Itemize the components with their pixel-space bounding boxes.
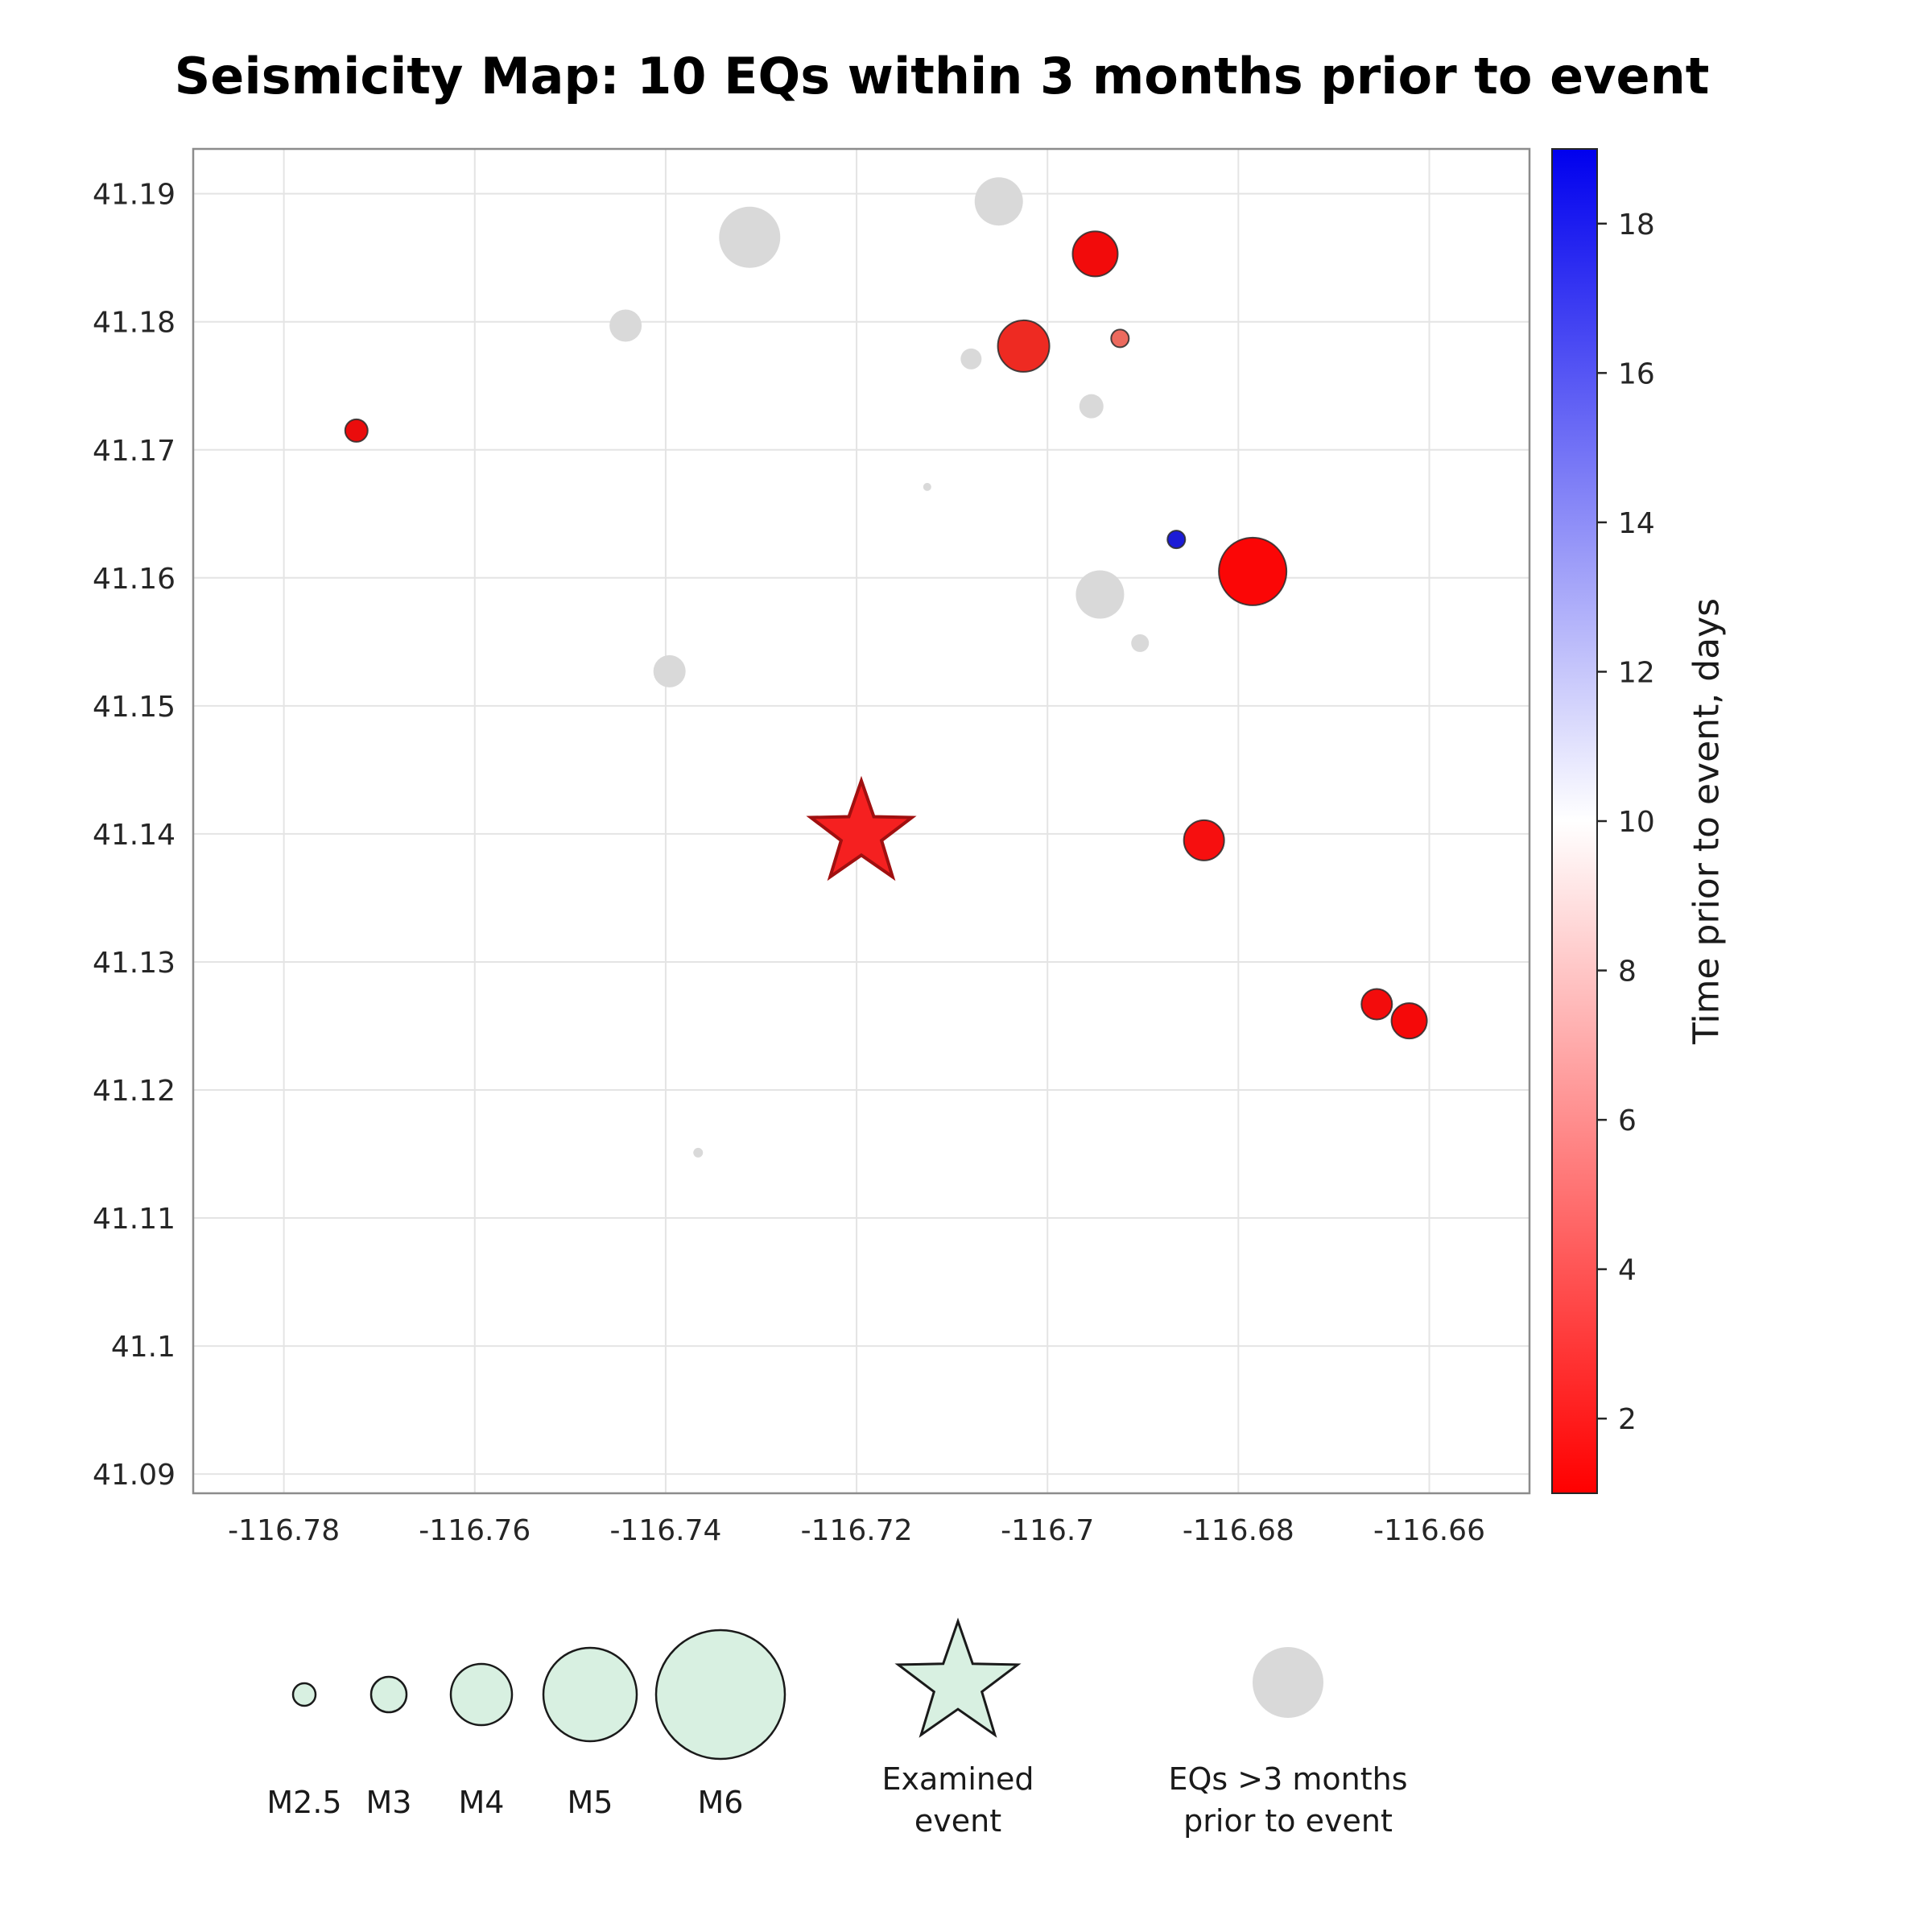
recent-eq-marker bbox=[1110, 328, 1130, 349]
y-tick-label: 41.17 bbox=[93, 435, 175, 468]
magnitude-legend-circle bbox=[449, 1662, 514, 1727]
old-eq-marker bbox=[1131, 634, 1150, 652]
magnitude-legend-label: M2.5 bbox=[266, 1785, 341, 1820]
recent-eq-marker bbox=[1183, 819, 1225, 861]
x-tick-label: -116.74 bbox=[609, 1514, 721, 1547]
old-eq-marker bbox=[974, 177, 1023, 226]
old-eq-marker bbox=[1075, 570, 1125, 619]
recent-eq-marker bbox=[1390, 1002, 1428, 1040]
old-eq-marker bbox=[923, 482, 931, 491]
old-eq-marker bbox=[1079, 394, 1104, 419]
legend-examined-event-label-line1: Examined bbox=[881, 1761, 1034, 1797]
colorbar-tick-label: 16 bbox=[1618, 357, 1655, 390]
colorbar-tick-label: 12 bbox=[1618, 656, 1655, 689]
x-tick-label: -116.68 bbox=[1183, 1514, 1294, 1547]
old-eq-marker bbox=[960, 348, 982, 369]
colorbar bbox=[1551, 148, 1598, 1494]
x-tick-label: -116.76 bbox=[419, 1514, 530, 1547]
recent-eq-marker bbox=[1166, 530, 1187, 550]
x-tick-label: -116.78 bbox=[228, 1514, 340, 1547]
recent-eq-marker bbox=[1360, 988, 1393, 1021]
examined-event-star bbox=[806, 775, 917, 881]
recent-eq-marker bbox=[1071, 230, 1119, 278]
colorbar-tick-label: 18 bbox=[1618, 208, 1655, 242]
chart-title: Seismicity Map: 10 EQs within 3 months p… bbox=[174, 47, 1710, 105]
legend-examined-event-star bbox=[894, 1617, 1022, 1738]
magnitude-legend-circle bbox=[291, 1682, 317, 1707]
old-eq-marker bbox=[693, 1147, 704, 1158]
y-tick-label: 41.11 bbox=[93, 1203, 175, 1236]
colorbar-tick-label: 4 bbox=[1618, 1254, 1637, 1287]
old-eq-marker bbox=[719, 206, 781, 268]
recent-eq-marker bbox=[1218, 536, 1288, 606]
legend-examined-event-label-line2: event bbox=[914, 1803, 1002, 1839]
colorbar-tick-label: 14 bbox=[1618, 507, 1655, 540]
colorbar-tick-label: 2 bbox=[1618, 1403, 1637, 1436]
plot-border bbox=[192, 147, 1531, 1495]
y-tick-label: 41.09 bbox=[93, 1459, 175, 1492]
colorbar-axis-label: Time prior to event, days bbox=[1686, 597, 1728, 1045]
colorbar-tick-label: 10 bbox=[1618, 806, 1655, 839]
old-eq-marker bbox=[653, 654, 686, 687]
y-tick-label: 41.19 bbox=[93, 179, 175, 212]
magnitude-legend-circle bbox=[654, 1629, 786, 1761]
legend-old-eqs-label-line1: EQs >3 months bbox=[1168, 1761, 1408, 1797]
colorbar-tick-label: 6 bbox=[1618, 1104, 1637, 1137]
y-tick-label: 41.13 bbox=[93, 947, 175, 980]
magnitude-legend-label: M5 bbox=[568, 1785, 613, 1820]
magnitude-legend-label: M3 bbox=[366, 1785, 412, 1820]
x-tick-label: -116.72 bbox=[801, 1514, 913, 1547]
legend-old-eq-circle bbox=[1253, 1647, 1323, 1718]
y-tick-label: 41.16 bbox=[93, 563, 175, 596]
magnitude-legend-circle bbox=[542, 1646, 638, 1743]
y-tick-label: 41.12 bbox=[93, 1075, 175, 1108]
recent-eq-marker bbox=[997, 319, 1051, 373]
y-tick-label: 41.18 bbox=[93, 307, 175, 340]
magnitude-legend-label: M6 bbox=[698, 1785, 744, 1820]
y-tick-label: 41.15 bbox=[93, 691, 175, 724]
y-tick-label: 41.14 bbox=[93, 819, 175, 852]
recent-eq-marker bbox=[344, 418, 369, 443]
magnitude-legend-label: M4 bbox=[459, 1785, 505, 1820]
legend-old-eqs-label-line2: prior to event bbox=[1183, 1803, 1393, 1839]
x-tick-label: -116.66 bbox=[1373, 1514, 1485, 1547]
magnitude-legend-circle bbox=[369, 1675, 408, 1714]
colorbar-tick-label: 8 bbox=[1618, 956, 1637, 989]
x-tick-label: -116.7 bbox=[1001, 1514, 1094, 1547]
y-tick-label: 41.1 bbox=[111, 1331, 175, 1364]
old-eq-marker bbox=[609, 309, 642, 342]
